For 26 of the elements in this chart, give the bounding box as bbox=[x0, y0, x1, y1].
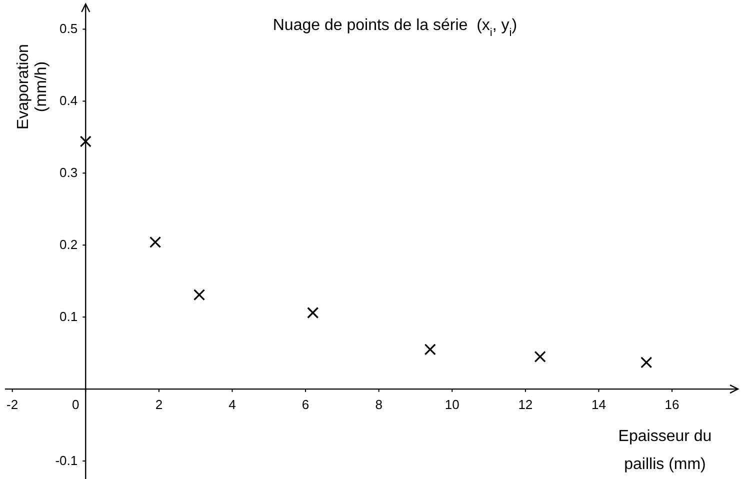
x-tick-label: 16 bbox=[664, 397, 680, 412]
point bbox=[193, 288, 206, 301]
y-tick-label: -0.1 bbox=[55, 453, 78, 468]
y-tick-label: 0.4 bbox=[60, 93, 78, 108]
point bbox=[640, 356, 652, 368]
text: Nuage de points de la série (x$_{i}$, y$_{i}$) bbox=[272, 17, 518, 39]
y-tick-label: 0.5 bbox=[60, 21, 78, 36]
y-axis-title: Evaporation (mm/h) bbox=[15, 44, 50, 130]
x-tick-label: 8 bbox=[375, 397, 382, 412]
point bbox=[307, 306, 319, 319]
y-tick-label: 0.2 bbox=[60, 237, 78, 252]
x-tick-label: 10 bbox=[444, 397, 460, 412]
x-tick-label: 0 bbox=[72, 397, 80, 412]
y-tick-label: 0.3 bbox=[60, 165, 78, 180]
x-tick-label: 4 bbox=[228, 397, 236, 412]
point bbox=[424, 344, 436, 356]
x-tick-label: 14 bbox=[591, 397, 606, 412]
point bbox=[80, 136, 92, 148]
x-tick-label: 6 bbox=[302, 397, 310, 412]
point bbox=[149, 236, 162, 248]
x-tick-label: 12 bbox=[518, 397, 533, 412]
x-tick-label: 2 bbox=[155, 397, 163, 412]
x-axis-title: Epaisseur du paillis (mm) bbox=[618, 428, 712, 474]
x-tick-label: -2 bbox=[6, 397, 18, 412]
y-tick-label: 0.1 bbox=[60, 309, 78, 324]
point bbox=[534, 350, 546, 362]
